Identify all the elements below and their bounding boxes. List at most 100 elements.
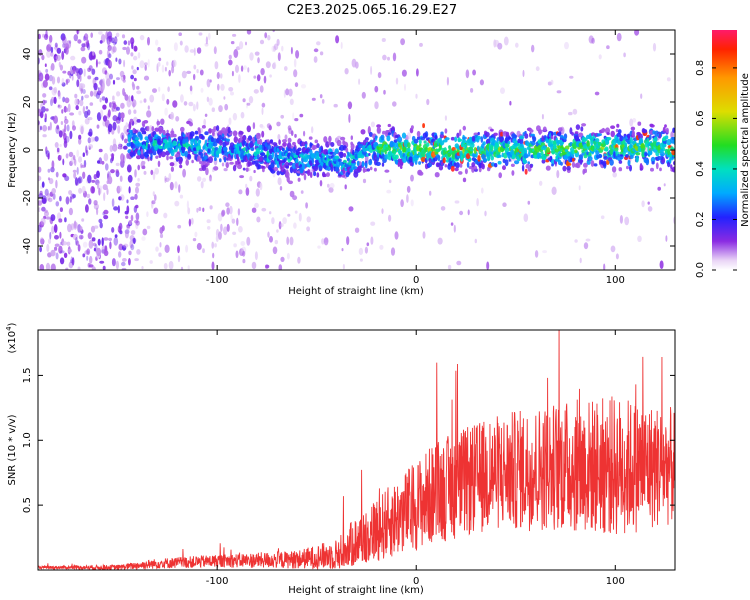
heatmap-cell [609,159,614,166]
heatmap-cell [86,255,89,261]
heatmap-cell [247,67,250,73]
heatmap-cell [482,158,488,162]
heatmap-cell [142,123,145,128]
heatmap-cell [155,246,159,252]
heatmap-cell [121,261,126,267]
heatmap-cell [85,204,89,213]
heatmap-cell [74,158,77,166]
heatmap-cell [72,194,76,199]
heatmap-cell [481,163,485,168]
heatmap-cell [154,167,159,175]
heatmap-cell [170,111,175,120]
heatmap-cell [303,173,307,181]
heatmap-cell [230,214,233,221]
heatmap-cell [38,33,41,40]
heatmap-cell [523,152,529,159]
heatmap-cell [225,162,229,169]
heatmap-cell [208,32,211,41]
heatmap-cell [226,207,230,215]
heatmap-cell [77,224,82,233]
heatmap-cell [198,149,204,153]
heatmap-cell [232,33,237,37]
heatmap-cell [54,42,58,48]
heatmap-cell [216,125,220,132]
heatmap-cell [204,113,208,118]
heatmap-cell [551,186,557,195]
heatmap-cell [64,175,70,182]
heatmap-cell [121,245,127,251]
heatmap-cell [95,58,98,68]
heatmap-cell [146,211,149,218]
heatmap-cell [42,125,48,132]
heatmap-cell [75,182,79,186]
heatmap-cell [81,95,84,101]
heatmap-cell [111,227,115,233]
heatmap-cell [569,75,574,79]
heatmap-cell [178,184,181,193]
colorbar: 0.0 0.2 0.4 0.6 0.8 Normalized spectral ampl… [695,30,750,278]
heatmap-cell [362,178,367,184]
heatmap-cell [78,187,83,194]
heatmap-cell [298,212,302,222]
heatmap-cell [59,257,65,265]
heatmap-cell [610,245,616,253]
heatmap-cell [629,155,634,159]
heatmap-cell [523,213,529,222]
heatmap-cell [39,190,43,196]
heatmap-cell [208,156,214,164]
heatmap-cell [316,151,320,157]
heatmap-cell [292,112,295,121]
heatmap-cell [235,64,239,73]
heatmap-cell [67,70,71,76]
heatmap-cell [240,65,244,72]
heatmap-cell [163,262,168,270]
heatmap-cell [50,214,56,222]
heatmap-cell [499,136,504,143]
heatmap-cell [143,98,147,103]
heatmap-cell [647,206,653,212]
heatmap-cell [120,102,125,109]
heatmap-cell [198,128,201,133]
heatmap-cell [341,248,344,252]
heatmap-cell [454,200,460,204]
heatmap-cell [178,32,182,36]
heatmap-cell [144,62,148,66]
heatmap-cell [267,231,270,238]
heatmap-cell [392,101,397,107]
heatmap-cell [257,133,261,137]
heatmap-cell [299,113,304,118]
heatmap-cell [157,47,161,52]
heatmap-cell [318,146,322,154]
heatmap-cell [55,125,60,135]
heatmap-cell [172,59,177,68]
heatmap-cell [505,131,510,137]
heatmap-cell [444,128,448,134]
heatmap-cell [143,170,147,175]
heatmap-cell [342,263,345,270]
heatmap-cell [251,261,257,270]
heatmap-cell [306,148,311,153]
heatmap-cell [117,125,121,134]
heatmap-cell [370,121,375,128]
heatmap-cell [118,142,121,150]
heatmap-cell [253,156,258,160]
heatmap-cell [205,167,209,176]
heatmap-cell [167,86,170,92]
heatmap-cell [519,135,525,140]
heatmap-cell [121,118,124,122]
heatmap-cell [214,61,219,70]
heatmap-cell [257,154,260,160]
heatmap-cell [366,242,370,247]
heatmap-cell [261,102,266,108]
colorbar-label: Normalized spectral amplitude [740,73,750,227]
heatmap-cell [229,205,233,215]
heatmap-cell [202,248,205,254]
heatmap-cell [480,136,484,143]
heatmap-cell [211,107,215,112]
heatmap-cell [175,116,180,122]
heatmap-cell [579,159,584,163]
heatmap-cell [56,124,60,130]
heatmap-cell [321,238,325,245]
heatmap-cell [127,258,131,266]
heatmap-cell [361,162,365,167]
